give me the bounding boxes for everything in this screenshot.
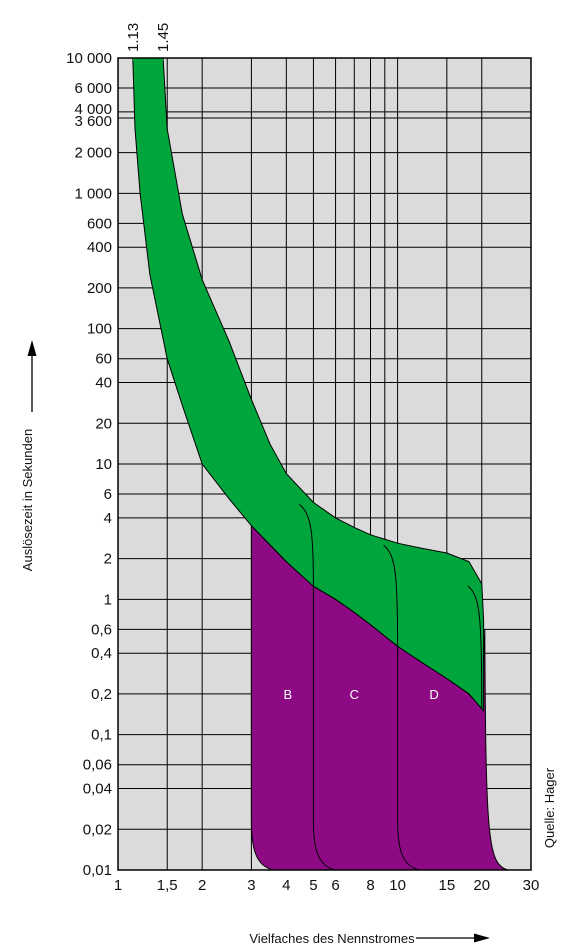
x-tick-label: 8 <box>366 877 374 894</box>
x-tick-labels: 1 1,5 2 3 4 5 6 8 10 15 20 30 <box>114 877 540 894</box>
y-tick-label: 2 000 <box>74 145 112 162</box>
y-tick-label: 600 <box>87 215 112 232</box>
curve-areas <box>132 57 508 871</box>
x-tick-label: 20 <box>473 877 490 894</box>
x-tick-label: 3 <box>247 877 255 894</box>
top-marker-label: 1.13 <box>125 23 142 52</box>
x-tick-label: 2 <box>198 877 206 894</box>
y-tick-label: 10 <box>95 456 112 473</box>
y-tick-label: 40 <box>95 375 112 392</box>
x-tick-label: 30 <box>523 877 540 894</box>
y-tick-label: 3 600 <box>74 113 112 130</box>
zone-boundary-D <box>467 585 483 709</box>
y-tick-label: 0,02 <box>83 821 112 838</box>
zone-boundary-C <box>383 544 399 647</box>
x-tick-label: 10 <box>389 877 406 894</box>
y-tick-label: 100 <box>87 321 112 338</box>
plot-frame <box>117 57 532 871</box>
y-tick-label: 0,4 <box>91 645 112 662</box>
x-axis-title: Vielfaches des Nennstromes <box>249 931 415 944</box>
y-tick-label: 20 <box>95 415 112 432</box>
y-tick-label: 0,2 <box>91 686 112 703</box>
y-axis-title: Auslösezeit in Sekunden <box>20 429 35 571</box>
thermal-band-top <box>132 58 164 61</box>
y-tick-label: 6 <box>104 486 112 503</box>
y-tick-label: 60 <box>95 351 112 368</box>
x-tick-label: 6 <box>331 877 339 894</box>
y-axis-arrow <box>27 340 37 412</box>
top-markers: 1.13 1.45 <box>125 23 172 52</box>
y-tick-label: 10 000 <box>66 50 112 67</box>
y-tick-label: 2 <box>104 551 112 568</box>
zone-label-C: C <box>350 687 359 702</box>
x-tick-label: 5 <box>309 877 317 894</box>
zone-label-B: B <box>284 687 293 702</box>
x-tick-label: 4 <box>282 877 290 894</box>
x-tick-label: 1,5 <box>157 877 178 894</box>
y-tick-label: 200 <box>87 280 112 297</box>
zone-label-D: D <box>429 687 438 702</box>
x-axis-arrow <box>416 933 490 943</box>
zone-labels: B C D <box>284 687 439 702</box>
source-credit: Quelle: Hager <box>542 767 557 848</box>
y-tick-label: 0,1 <box>91 727 112 744</box>
y-tick-label: 1 <box>104 591 112 608</box>
x-tick-label: 15 <box>438 877 455 894</box>
thermal-band <box>132 57 485 713</box>
y-tick-label: 6 000 <box>74 80 112 97</box>
zone-boundary-B <box>299 504 314 587</box>
y-tick-label: 400 <box>87 239 112 256</box>
y-tick-label: 0,6 <box>91 621 112 638</box>
y-tick-label: 4 000 <box>74 101 112 118</box>
y-tick-label: 4 <box>104 510 112 527</box>
y-tick-label: 0,06 <box>83 757 112 774</box>
top-marker-label: 1.45 <box>155 23 172 52</box>
x-tick-label: 1 <box>114 877 122 894</box>
y-tick-label: 0,04 <box>83 781 112 798</box>
y-tick-label: 1 000 <box>74 185 112 202</box>
y-tick-label: 0,01 <box>83 862 112 879</box>
